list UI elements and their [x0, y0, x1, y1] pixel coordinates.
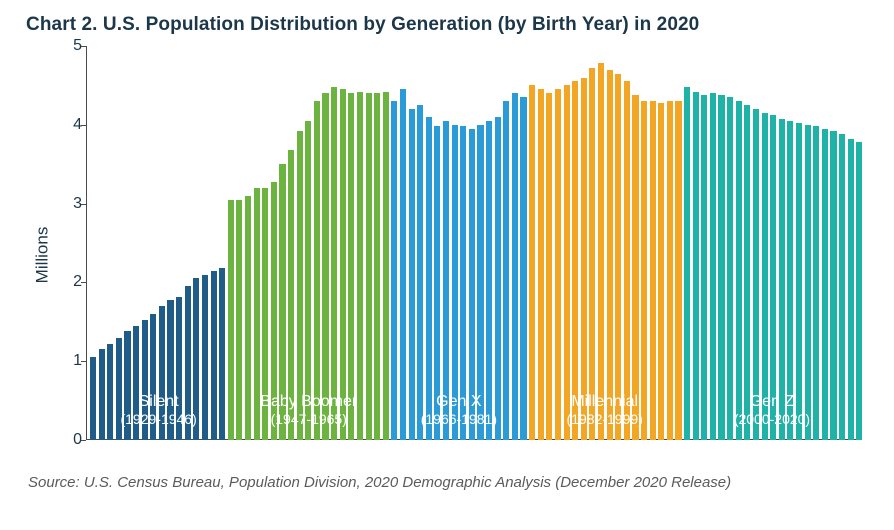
generation-name: Gen X — [390, 392, 527, 411]
chart-container: Chart 2. U.S. Population Distribution by… — [0, 0, 894, 530]
y-tick-label: 0 — [52, 431, 82, 449]
y-tick-mark — [81, 440, 86, 441]
generation-years: (1982-1999) — [527, 411, 681, 428]
generation-label: Gen Z(2000-2020) — [682, 384, 862, 436]
y-tick-label: 1 — [52, 352, 82, 370]
y-tick-label: 4 — [52, 116, 82, 134]
generation-labels: Silent(1929-1946)Baby Boomer(1947-1965)G… — [90, 384, 862, 436]
generation-label: Millennial(1982-1999) — [527, 384, 681, 436]
bars-group — [90, 46, 862, 440]
generation-label: Silent(1929-1946) — [90, 384, 227, 436]
y-tick-mark — [81, 282, 86, 283]
generation-name: Gen Z — [682, 392, 862, 411]
y-tick-mark — [81, 361, 86, 362]
source-caption: Source: U.S. Census Bureau, Population D… — [28, 474, 870, 491]
y-tick-label: 5 — [52, 37, 82, 55]
generation-name: Silent — [90, 392, 227, 411]
chart-area: Millions 012345 Silent(1929-1946)Baby Bo… — [24, 40, 870, 470]
y-tick-mark — [81, 204, 86, 205]
y-tick-label: 3 — [52, 195, 82, 213]
chart-title: Chart 2. U.S. Population Distribution by… — [26, 14, 870, 36]
generation-years: (1929-1946) — [90, 411, 227, 428]
plot-area: 012345 — [86, 46, 862, 440]
y-axis-label: Millions — [32, 227, 52, 284]
generation-name: Baby Boomer — [227, 392, 390, 411]
generation-name: Millennial — [527, 392, 681, 411]
generation-label: Baby Boomer(1947-1965) — [227, 384, 390, 436]
y-tick-label: 2 — [52, 273, 82, 291]
y-tick-mark — [81, 125, 86, 126]
generation-years: (1966-1981) — [390, 411, 527, 428]
generation-label: Gen X(1966-1981) — [390, 384, 527, 436]
y-tick-mark — [81, 46, 86, 47]
generation-years: (2000-2020) — [682, 411, 862, 428]
y-axis-line — [86, 46, 87, 440]
generation-years: (1947-1965) — [227, 411, 390, 428]
